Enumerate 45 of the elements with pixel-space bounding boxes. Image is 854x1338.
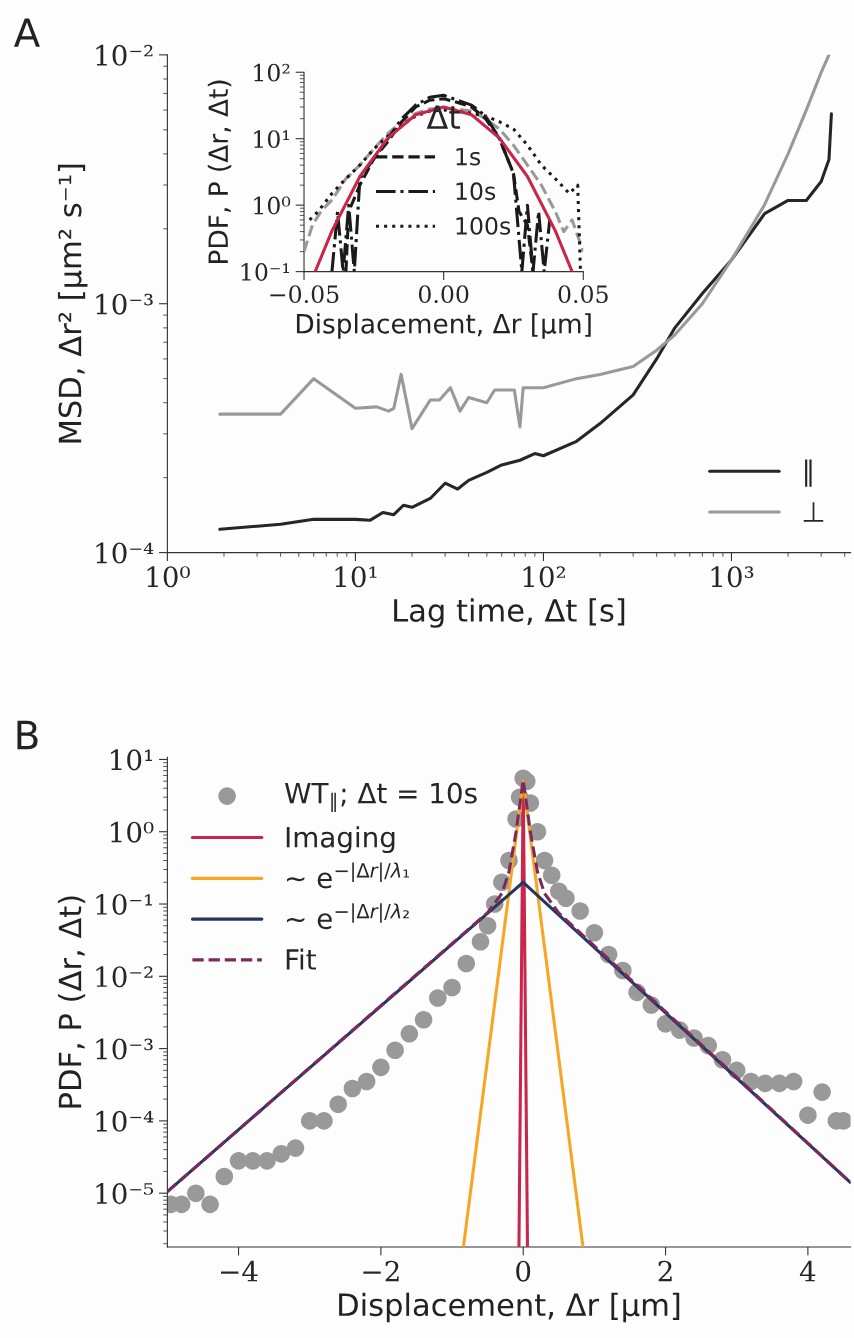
x-tick-label: −2: [363, 1260, 399, 1282]
x-axis-title: Displacement, Δr [μm]: [296, 313, 591, 339]
y-tick-label: 10²: [254, 63, 290, 82]
x-tick-label: 10²: [523, 566, 565, 588]
legend-label: ∥: [805, 459, 812, 487]
x-tick-label: 10¹: [335, 566, 377, 588]
text: A: [13, 18, 40, 47]
y-axis-title: PDF, P (Δr, Δt): [57, 896, 86, 1108]
legend-label: ∼ e$^{−|Δr|/λ₁}$: [286, 862, 409, 889]
y-tick-label: 10⁻⁵: [96, 1183, 154, 1205]
legend-label: WT$_{∥}$; Δt = 10s: [284, 782, 477, 812]
x-tick-label: −0.05: [270, 285, 339, 304]
y-tick-label: 10¹: [111, 749, 153, 771]
x-tick-label: 4: [799, 1260, 816, 1282]
x-tick-label: 10³: [711, 566, 754, 588]
y-tick-label: 10⁻¹: [241, 263, 289, 281]
x-tick-label: 10⁰: [147, 566, 190, 588]
y-axis-title: PDF, P (Δr, Δt): [207, 80, 232, 263]
legend-label: Imaging: [286, 826, 395, 854]
legend-label: Fit: [286, 948, 316, 970]
x-tick-label: −4: [221, 1260, 258, 1282]
legend-label: ⊥: [803, 502, 824, 522]
y-tick-label: 10⁻²: [96, 44, 153, 66]
legend-label: ∼ e$^{−|Δr|/λ₂}$: [286, 903, 409, 930]
x-tick-label: 2: [658, 1260, 672, 1282]
y-tick-label: 10⁻³: [96, 293, 153, 315]
y-tick-label: 10⁻²: [96, 966, 153, 988]
legend-label: 1s: [456, 147, 481, 166]
y-axis-title: MSD, Δr² [μm² s⁻¹]: [57, 164, 88, 443]
y-tick-label: 10¹: [254, 130, 289, 149]
y-tick-label: 10⁰: [111, 821, 154, 843]
text: B: [17, 720, 38, 750]
x-tick-label: 0.05: [558, 285, 608, 304]
x-tick-label: 0.00: [418, 285, 469, 304]
y-tick-label: 10⁻⁴: [96, 542, 154, 564]
legend-title: Δt: [426, 105, 461, 129]
x-tick-label: 0: [516, 1260, 531, 1282]
y-tick-label: 10⁻⁴: [96, 1110, 154, 1132]
x-axis-title: Displacement, Δr [μm]: [339, 1292, 680, 1323]
y-tick-label: 10⁻³: [96, 1038, 153, 1060]
x-axis-title: Lag time, Δt [s]: [394, 598, 625, 628]
y-tick-label: 10⁰: [254, 196, 291, 215]
legend-label: 100s: [456, 216, 511, 235]
y-tick-label: 10⁻¹: [96, 893, 153, 915]
legend-label: 10s: [456, 182, 496, 201]
